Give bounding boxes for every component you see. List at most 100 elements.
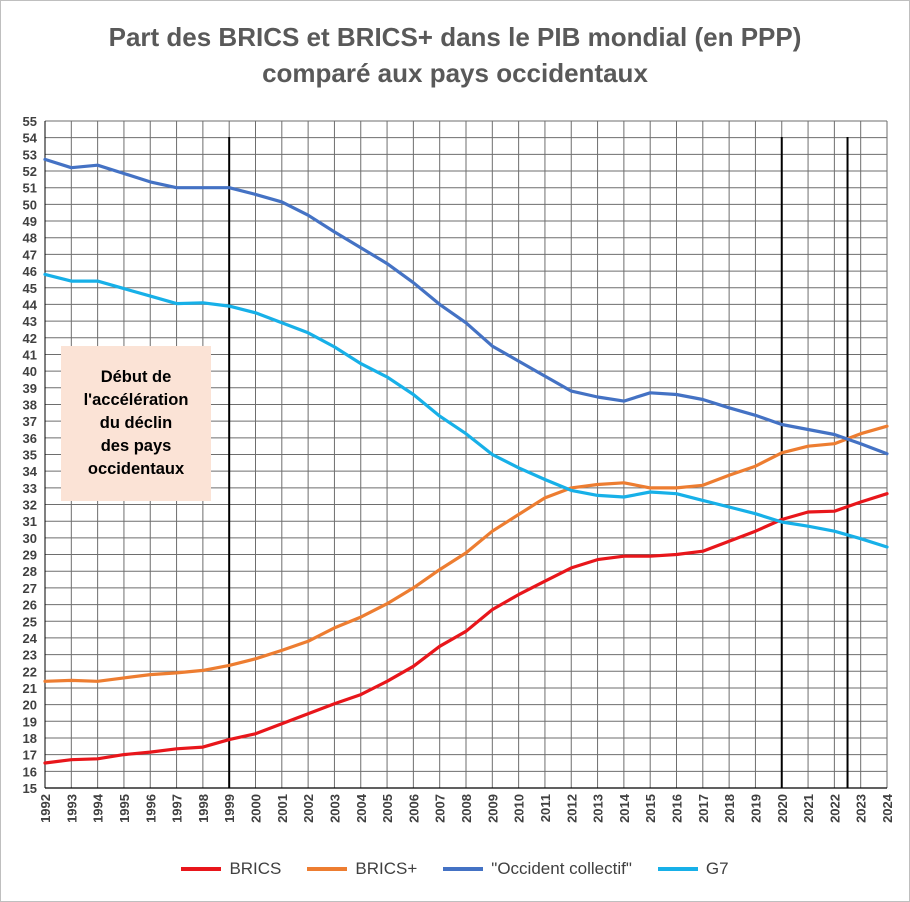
y-tick-label: 53 bbox=[23, 147, 37, 162]
x-tick-label: 2001 bbox=[275, 794, 290, 823]
x-tick-label: 2014 bbox=[617, 793, 632, 823]
y-tick-label: 41 bbox=[23, 347, 37, 362]
legend-item-g7: G7 bbox=[657, 857, 729, 881]
y-tick-label: 50 bbox=[23, 197, 37, 212]
y-tick-label: 42 bbox=[23, 331, 37, 346]
x-tick-label: 2022 bbox=[827, 794, 842, 823]
legend-item-brics: BRICS bbox=[181, 857, 281, 881]
legend-item-occident: "Occident collectif" bbox=[443, 857, 632, 881]
x-tick-label: 2011 bbox=[538, 794, 553, 822]
x-tick-label: 2002 bbox=[301, 794, 316, 823]
x-tick-label: 2013 bbox=[591, 794, 606, 823]
y-tick-label: 37 bbox=[23, 414, 37, 429]
series-line-occident-collectif bbox=[43, 157, 889, 456]
decline-annotation: Début de l'accélération du déclin des pa… bbox=[61, 346, 211, 501]
y-tick-label: 24 bbox=[23, 631, 38, 646]
legend-swatch-occident bbox=[443, 867, 484, 871]
y-tick-label: 31 bbox=[23, 514, 37, 529]
x-tick-label: 2009 bbox=[485, 794, 500, 823]
y-tick-label: 43 bbox=[23, 314, 37, 329]
x-tick-label: 1998 bbox=[196, 794, 211, 823]
x-tick-label: 2016 bbox=[670, 794, 685, 823]
y-tick-label: 47 bbox=[23, 247, 37, 262]
y-tick-label: 45 bbox=[23, 281, 37, 296]
x-tick-label: 2019 bbox=[748, 794, 763, 823]
grid bbox=[44, 120, 888, 789]
y-tick-label: 28 bbox=[23, 564, 37, 579]
series bbox=[43, 157, 889, 765]
legend-item-brics-plus: BRICS+ bbox=[307, 857, 417, 881]
x-tick-label: 2003 bbox=[327, 794, 342, 823]
y-tick-label: 44 bbox=[23, 297, 38, 312]
y-tick-label: 17 bbox=[23, 748, 37, 763]
x-tick-label: 2006 bbox=[406, 794, 421, 823]
x-tick-label: 2017 bbox=[696, 794, 711, 823]
x-tick-label: 2024 bbox=[880, 793, 895, 823]
x-tick-label: 2018 bbox=[722, 794, 737, 823]
y-tick-label: 38 bbox=[23, 397, 37, 412]
y-tick-label: 16 bbox=[23, 764, 37, 779]
x-tick-label: 2008 bbox=[459, 794, 474, 823]
x-axis-ticks: 1992 1993 1994 1995 1996 1997 1998 1999 2000 2001… bbox=[38, 793, 895, 823]
y-tick-label: 51 bbox=[23, 181, 37, 196]
y-tick-label: 30 bbox=[23, 531, 37, 546]
y-tick-label: 27 bbox=[23, 581, 37, 596]
y-tick-label: 18 bbox=[23, 731, 37, 746]
y-tick-label: 34 bbox=[23, 464, 38, 479]
legend: BRICS BRICS+ "Occident collectif" G7 bbox=[1, 857, 909, 881]
y-tick-label: 39 bbox=[23, 381, 37, 396]
x-tick-label: 2005 bbox=[380, 794, 395, 823]
y-tick-label: 35 bbox=[23, 448, 37, 463]
y-tick-label: 46 bbox=[23, 264, 37, 279]
series-line-g7 bbox=[43, 272, 889, 549]
legend-label-brics: BRICS bbox=[229, 859, 282, 878]
x-tick-label: 1994 bbox=[91, 793, 106, 823]
x-tick-label: 1996 bbox=[143, 794, 158, 823]
legend-swatch-g7 bbox=[657, 867, 698, 871]
x-tick-label: 1999 bbox=[222, 794, 237, 823]
y-tick-label: 21 bbox=[23, 681, 37, 696]
y-tick-label: 36 bbox=[23, 431, 37, 446]
x-tick-label: 1993 bbox=[64, 794, 79, 823]
chart-title-line-2: comparé aux pays occidentaux bbox=[262, 58, 648, 88]
x-tick-label: 2010 bbox=[512, 794, 527, 823]
legend-swatch-brics bbox=[181, 867, 222, 871]
y-tick-label: 15 bbox=[23, 781, 37, 796]
x-tick-label: 1995 bbox=[117, 794, 132, 823]
x-tick-label: 2015 bbox=[643, 794, 658, 823]
x-tick-label: 1997 bbox=[170, 794, 185, 823]
y-tick-label: 33 bbox=[23, 481, 37, 496]
y-tick-label: 49 bbox=[23, 214, 37, 229]
y-tick-label: 32 bbox=[23, 498, 37, 513]
x-tick-label: 2000 bbox=[249, 794, 264, 823]
y-tick-label: 23 bbox=[23, 648, 37, 663]
chart-title-line-1: Part des BRICS et BRICS+ dans le PIB mon… bbox=[108, 22, 802, 52]
y-tick-label: 19 bbox=[23, 714, 37, 729]
vertical-markers bbox=[228, 137, 849, 788]
legend-label-brics-plus: BRICS+ bbox=[355, 859, 418, 878]
y-tick-label: 52 bbox=[23, 164, 37, 179]
chart-title: Part des BRICS et BRICS+ dans le PIB mon… bbox=[1, 19, 909, 91]
x-tick-label: 2012 bbox=[564, 794, 579, 823]
series-line-brics bbox=[43, 492, 889, 765]
y-tick-label: 55 bbox=[23, 114, 37, 129]
x-tick-label: 2021 bbox=[801, 794, 816, 823]
y-tick-label: 54 bbox=[23, 131, 38, 146]
y-tick-label: 29 bbox=[23, 548, 37, 563]
legend-swatch-brics-plus bbox=[307, 867, 348, 871]
x-tick-label: 2020 bbox=[775, 794, 790, 823]
legend-label-g7: G7 bbox=[705, 859, 729, 878]
x-tick-label: 1992 bbox=[38, 794, 53, 823]
y-tick-label: 25 bbox=[23, 614, 37, 629]
x-tick-label: 2004 bbox=[354, 793, 369, 823]
y-tick-label: 26 bbox=[23, 598, 37, 613]
x-tick-label: 2007 bbox=[433, 794, 448, 823]
x-tick-label: 2023 bbox=[854, 794, 869, 823]
legend-label-occident: "Occident collectif" bbox=[491, 859, 632, 878]
y-tick-label: 22 bbox=[23, 664, 37, 679]
y-tick-label: 48 bbox=[23, 231, 37, 246]
y-tick-label: 20 bbox=[23, 698, 37, 713]
